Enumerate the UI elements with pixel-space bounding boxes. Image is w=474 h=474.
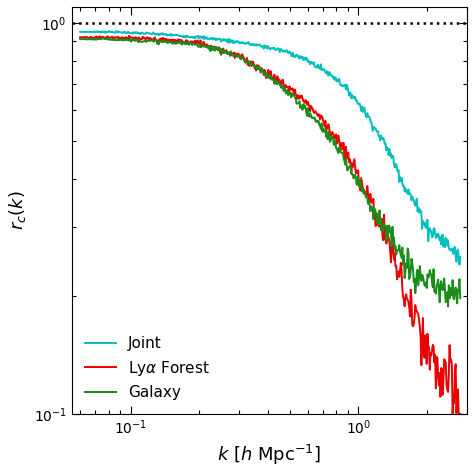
Joint (390, 153, 395, 158)
Joint (77, 29, 83, 35)
Joint (457, 254, 463, 260)
Ly$\alpha$ Forest (304, 102, 310, 108)
Ly$\alpha$ Forest (457, 411, 463, 417)
Y-axis label: $r_c(k)$: $r_c(k)$ (7, 191, 28, 230)
Joint (304, 55, 310, 61)
Galaxy (103, 35, 109, 41)
Ly$\alpha$ Forest (259, 65, 264, 71)
Line: Ly$\alpha$ Forest: Ly$\alpha$ Forest (80, 36, 460, 414)
Joint (449, 248, 455, 254)
Galaxy (445, 303, 451, 309)
Ly$\alpha$ Forest (449, 362, 455, 367)
Ly$\alpha$ Forest (450, 411, 456, 417)
Galaxy (259, 66, 264, 72)
Joint (259, 44, 264, 49)
Ly$\alpha$ Forest (390, 239, 395, 245)
Galaxy (457, 295, 463, 301)
Ly$\alpha$ Forest (284, 84, 290, 90)
Line: Galaxy: Galaxy (80, 38, 460, 306)
X-axis label: $k$ [$h$ Mpc$^{-1}$]: $k$ [$h$ Mpc$^{-1}$] (218, 443, 321, 467)
Galaxy (390, 224, 395, 229)
Galaxy (284, 89, 290, 94)
Joint (456, 262, 462, 267)
Galaxy (450, 277, 456, 283)
Galaxy (77, 36, 83, 42)
Ly$\alpha$ Forest (261, 72, 266, 78)
Legend: Joint, Ly$\alpha$ Forest, Galaxy: Joint, Ly$\alpha$ Forest, Galaxy (79, 330, 216, 406)
Line: Joint: Joint (80, 31, 460, 264)
Ly$\alpha$ Forest (126, 33, 132, 39)
Joint (284, 47, 290, 53)
Galaxy (304, 113, 310, 119)
Galaxy (261, 70, 266, 76)
Joint (113, 28, 119, 34)
Ly$\alpha$ Forest (77, 35, 83, 40)
Joint (261, 46, 266, 52)
